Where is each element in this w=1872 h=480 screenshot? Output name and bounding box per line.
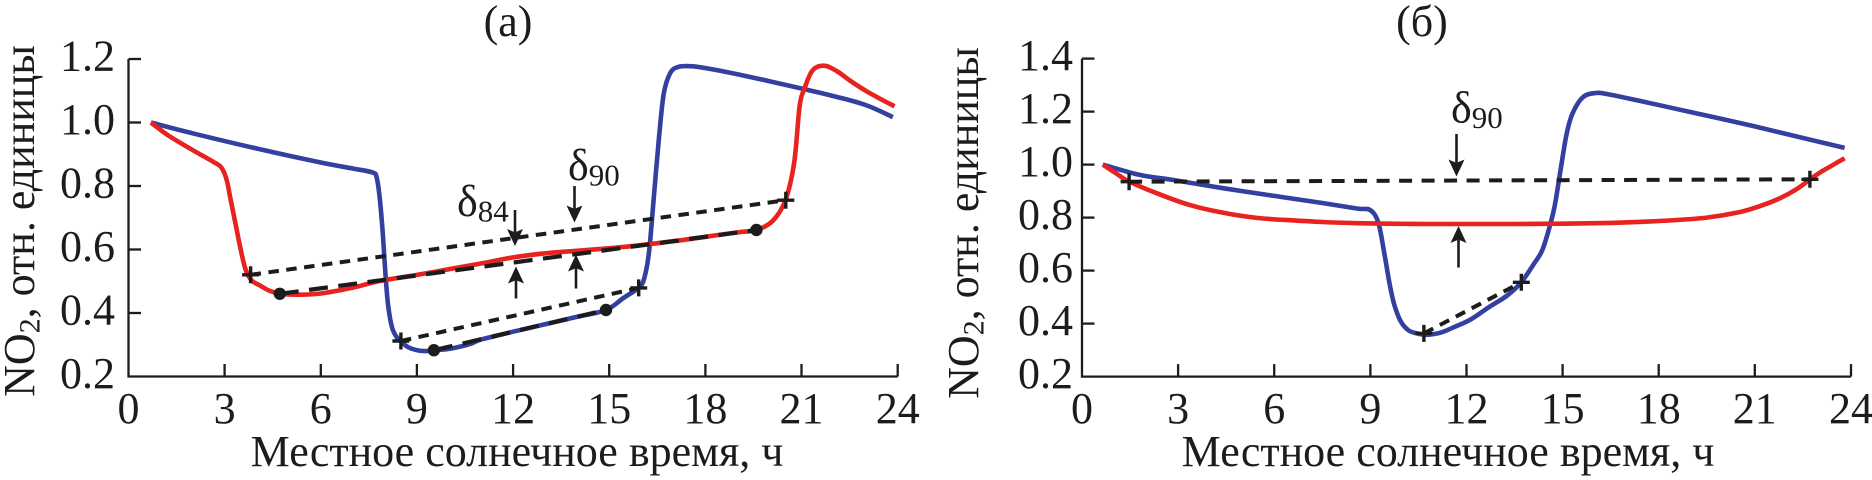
svg-text:(а): (а)	[484, 0, 533, 46]
svg-text:12: 12	[1445, 384, 1489, 433]
svg-text:δ90: δ90	[568, 141, 620, 193]
svg-text:3: 3	[1167, 384, 1189, 433]
svg-text:NO2, отн. единицы: NO2, отн. единицы	[939, 47, 991, 399]
svg-text:0.6: 0.6	[60, 222, 115, 271]
svg-text:18: 18	[683, 384, 727, 433]
svg-text:0.4: 0.4	[60, 286, 115, 335]
svg-text:0.6: 0.6	[1018, 243, 1073, 292]
svg-text:Местное солнечное время, ч: Местное солнечное время, ч	[251, 427, 784, 476]
svg-text:0.2: 0.2	[1018, 349, 1073, 398]
svg-text:(б): (б)	[1396, 0, 1448, 46]
svg-text:1.2: 1.2	[1018, 84, 1073, 133]
svg-text:18: 18	[1637, 384, 1681, 433]
svg-text:6: 6	[310, 384, 332, 433]
svg-text:0: 0	[1071, 384, 1093, 433]
svg-text:9: 9	[406, 384, 428, 433]
svg-text:1.0: 1.0	[1018, 137, 1073, 186]
svg-text:3: 3	[214, 384, 236, 433]
svg-text:6: 6	[1263, 384, 1285, 433]
svg-text:9: 9	[1359, 384, 1381, 433]
svg-text:0.8: 0.8	[60, 159, 115, 208]
svg-text:21: 21	[1733, 384, 1777, 433]
svg-text:1.0: 1.0	[60, 95, 115, 144]
svg-text:24: 24	[876, 384, 920, 433]
svg-text:0.8: 0.8	[1018, 190, 1073, 239]
svg-text:15: 15	[1541, 384, 1585, 433]
svg-text:12: 12	[491, 384, 535, 433]
svg-text:Местное солнечное время, ч: Местное солнечное время, ч	[1182, 427, 1715, 476]
svg-text:0.2: 0.2	[60, 349, 115, 398]
svg-text:NO2, отн. единицы: NO2, отн. единицы	[0, 45, 47, 397]
svg-text:24: 24	[1829, 384, 1872, 433]
svg-text:0.4: 0.4	[1018, 296, 1073, 345]
svg-text:1.4: 1.4	[1018, 31, 1073, 80]
svg-text:0: 0	[118, 384, 140, 433]
svg-text:1.2: 1.2	[60, 32, 115, 81]
svg-text:21: 21	[780, 384, 824, 433]
svg-text:15: 15	[587, 384, 631, 433]
